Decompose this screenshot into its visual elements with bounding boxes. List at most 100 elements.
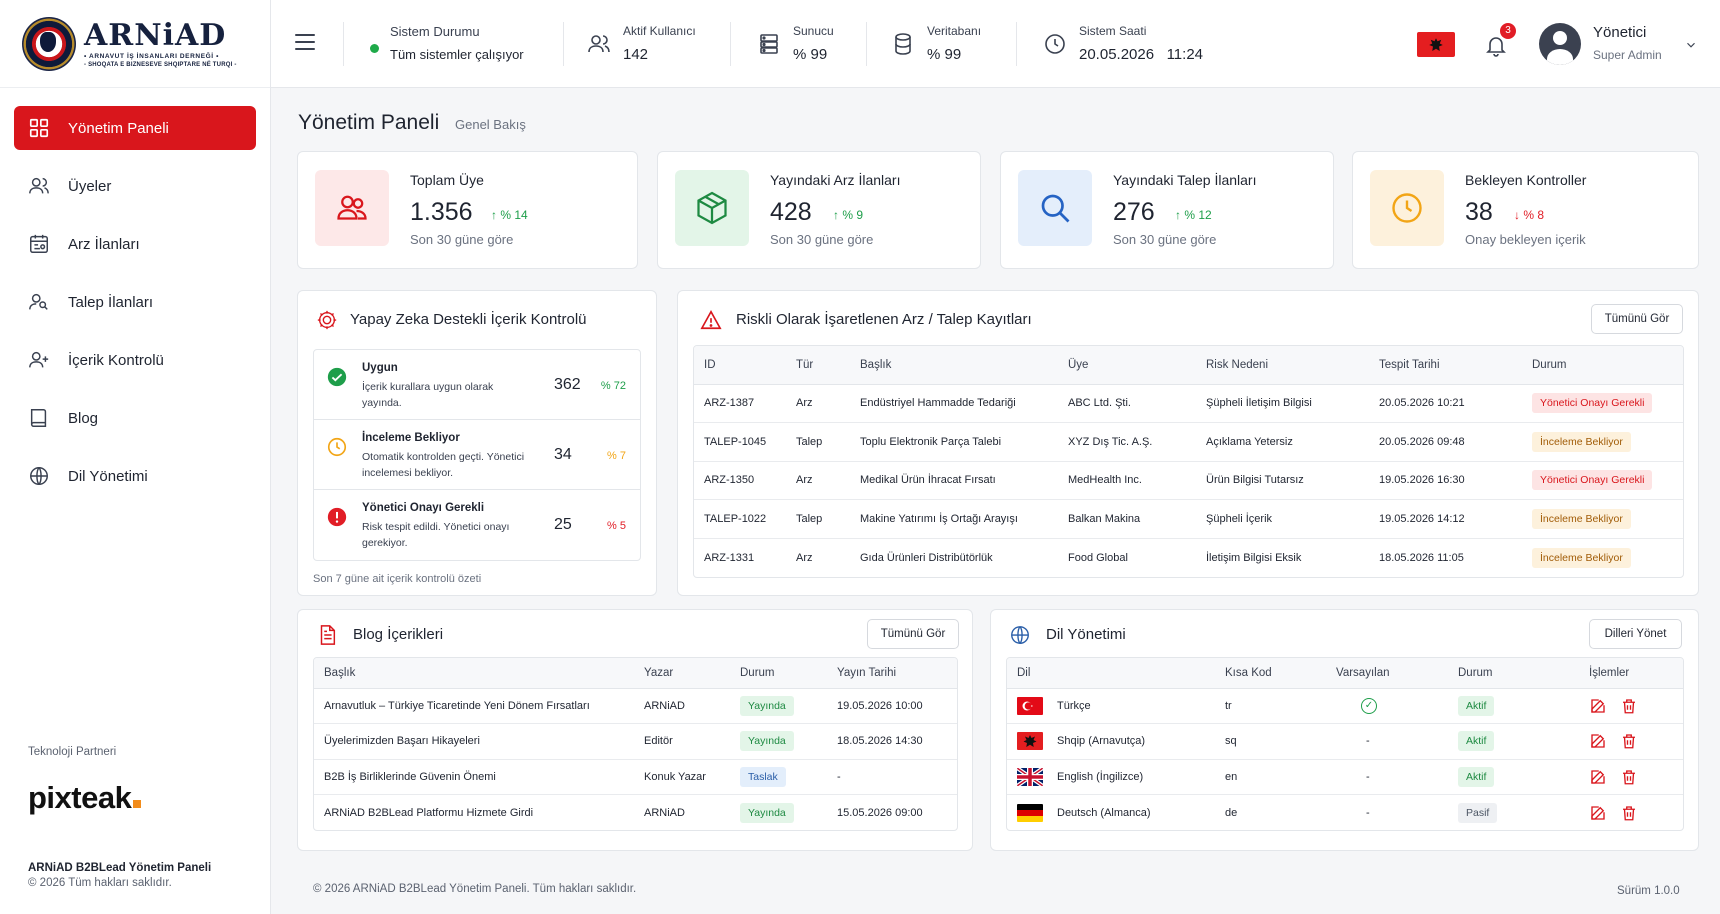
cell-title: Toplu Elektronik Parça Talebi xyxy=(850,422,1058,462)
language-panel: Dil Yönetimi Dilleri Yönet Dil Kısa Kod … xyxy=(990,609,1699,851)
edit-icon[interactable] xyxy=(1589,732,1607,750)
table-row[interactable]: ARNiAD B2BLead Platformu Hizmete Girdi A… xyxy=(314,795,957,831)
kpi-value: 428 xyxy=(770,198,812,226)
trash-icon[interactable] xyxy=(1620,804,1638,822)
table-row[interactable]: English (İngilizce) en - Aktif xyxy=(1007,759,1683,795)
table-row[interactable]: Arnavutluk – Türkiye Ticaretinde Yeni Dö… xyxy=(314,688,957,724)
kpi-delta: ↑ % 9 xyxy=(833,208,864,222)
sidebar-item-offers[interactable]: Arz İlanları xyxy=(14,222,256,266)
kpi-value: 1.356 xyxy=(410,198,473,226)
sidebar-item-label: Dil Yönetimi xyxy=(68,467,148,485)
cell-code: de xyxy=(1225,806,1238,819)
risky-records-table: ID Tür Başlık Üye Risk Nedeni Tespit Tar… xyxy=(693,345,1684,578)
partner-logo[interactable]: pixteak xyxy=(28,780,142,816)
kpi-delta: ↑ % 12 xyxy=(1175,208,1212,222)
cell-type: Talep xyxy=(786,422,850,462)
search-user-icon xyxy=(28,291,50,313)
database-icon xyxy=(895,33,911,55)
sidebar-item-requests[interactable]: Talep İlanları xyxy=(14,280,256,324)
status-badge: Aktif xyxy=(1458,695,1495,716)
cell-member: Food Global xyxy=(1068,551,1128,564)
ai-row-value: 362 xyxy=(554,376,581,393)
kpi-card-pending-checks[interactable]: Bekleyen Kontroller 38 ↓ % 8 Onay bekley… xyxy=(1352,151,1699,269)
cell-detected-at: 20.05.2026 10:21 xyxy=(1369,384,1522,423)
edit-icon[interactable] xyxy=(1589,697,1607,715)
cell-title: Makine Yatırımı İş Ortağı Arayışı xyxy=(850,499,1058,539)
user-role: Super Admin xyxy=(1593,48,1662,62)
trash-icon[interactable] xyxy=(1620,697,1638,715)
document-icon xyxy=(320,625,336,645)
cell-member: ABC Ltd. Şti. xyxy=(1058,384,1196,423)
view-all-button[interactable]: Tümünü Gör xyxy=(1591,304,1683,334)
edit-icon[interactable] xyxy=(1589,768,1607,786)
edit-icon[interactable] xyxy=(1589,804,1607,822)
list-item[interactable]: İnceleme Bekliyor Otomatik kontrolden ge… xyxy=(314,420,640,490)
alert-circle-icon xyxy=(327,507,347,527)
flag-uk-icon xyxy=(1017,767,1043,786)
sidebar-footer: ARNiAD B2BLead Yönetim Paneli © 2026 Tüm… xyxy=(28,862,211,889)
search-icon xyxy=(1018,170,1092,246)
language-flag-albania-icon[interactable] xyxy=(1417,32,1455,57)
table-row[interactable]: Deutsch (Almanca) de - Pasif xyxy=(1007,795,1683,831)
table-row[interactable]: ARZ-1387 Arz Endüstriyel Hammadde Tedari… xyxy=(694,384,1683,423)
sidebar-item-blog[interactable]: Blog xyxy=(14,396,256,440)
kpi-card-total-members[interactable]: Toplam Üye 1.356 ↑ % 14 Son 30 güne göre xyxy=(297,151,638,269)
list-item[interactable]: Uygun İçerik kurallara uygun olarak yayı… xyxy=(314,350,640,420)
status-badge: İnceleme Bekliyor xyxy=(1532,508,1631,529)
cell-type: Talep xyxy=(786,499,850,539)
sidebar-item-label: Yönetim Paneli xyxy=(68,119,169,137)
cell-member: XYZ Dış Tic. A.Ş. xyxy=(1058,422,1196,462)
column-header: Tür xyxy=(786,346,850,385)
sidebar-item-members[interactable]: Üyeler xyxy=(14,164,256,208)
cell-publish-date: 18.05.2026 14:30 xyxy=(827,723,957,760)
sidebar-item-dashboard[interactable]: Yönetim Paneli xyxy=(14,106,256,150)
sidebar-item-languages[interactable]: Dil Yönetimi xyxy=(14,454,256,498)
manage-languages-button[interactable]: Dilleri Yönet xyxy=(1589,619,1682,649)
status-badge: İnceleme Bekliyor xyxy=(1532,547,1631,568)
column-header: Varsayılan xyxy=(1326,658,1448,689)
cell-member: Balkan Makina xyxy=(1058,499,1196,539)
clock-icon xyxy=(1045,34,1065,54)
ai-row-percent: % 7 xyxy=(607,450,626,462)
cell-title: Arnavutluk – Türkiye Ticaretinde Yeni Dö… xyxy=(314,688,634,724)
table-row[interactable]: Shqip (Arnavutça) sq - Aktif xyxy=(1007,723,1683,760)
cell-title: Endüstriyel Hammadde Tedariği xyxy=(850,384,1058,423)
page-title: Yönetim Paneli xyxy=(298,111,440,134)
cell-type: Arz xyxy=(786,461,850,500)
blog-panel-title: Blog İçerikleri xyxy=(353,626,444,643)
column-header: Dil xyxy=(1007,658,1215,689)
language-name: Shqip (Arnavutça) xyxy=(1057,735,1146,748)
cell-title: Medikal Ürün İhracat Fırsatı xyxy=(850,461,1058,500)
header-divider xyxy=(866,22,867,66)
cell-default: - xyxy=(1326,723,1448,760)
ai-panel-footnote: Son 7 güne ait içerik kontrolü özeti xyxy=(313,573,482,585)
status-badge: Yönetici Onayı Gerekli xyxy=(1532,393,1653,414)
table-row[interactable]: TALEP-1022 Talep Makine Yatırımı İş Orta… xyxy=(694,499,1683,539)
header-divider xyxy=(563,22,564,66)
brand-logo[interactable]: ARNiAD • ARNAVUT İŞ İNSANLARI DERNEĞİ • … xyxy=(0,0,270,88)
table-row[interactable]: B2B İş Birliklerinde Güvenin Önemi Konuk… xyxy=(314,759,957,795)
list-item[interactable]: Yönetici Onayı Gerekli Risk tespit edild… xyxy=(314,490,640,560)
table-row[interactable]: Üyelerimizden Başarı Hikayeleri Editör Y… xyxy=(314,723,957,760)
cell-publish-date: - xyxy=(827,759,957,795)
cell-default: - xyxy=(1326,759,1448,795)
chevron-down-icon[interactable] xyxy=(1684,38,1698,52)
kpi-card-requests[interactable]: Yayındaki Talep İlanları 276 ↑ % 12 Son … xyxy=(1000,151,1334,269)
sidebar-item-content-control[interactable]: İçerik Kontrolü xyxy=(14,338,256,382)
kpi-card-offers[interactable]: Yayındaki Arz İlanları 428 ↑ % 9 Son 30 … xyxy=(657,151,981,269)
page-subtitle: Genel Bakış xyxy=(455,117,526,132)
table-row[interactable]: ARZ-1331 Arz Gıda Ürünleri Distribütörlü… xyxy=(694,538,1683,577)
cell-id: ARZ-1350 xyxy=(694,461,786,500)
table-row[interactable]: ARZ-1350 Arz Medikal Ürün İhracat Fırsat… xyxy=(694,461,1683,500)
database-value: % 99 xyxy=(927,46,962,63)
trash-icon[interactable] xyxy=(1620,732,1638,750)
table-row[interactable]: Türkçe tr ✓ Aktif xyxy=(1007,688,1683,724)
menu-toggle-icon[interactable] xyxy=(295,34,315,50)
trash-icon[interactable] xyxy=(1620,768,1638,786)
bell-icon[interactable] xyxy=(1484,32,1508,58)
view-all-button[interactable]: Tümünü Gör xyxy=(867,619,959,649)
user-name[interactable]: Yönetici xyxy=(1593,24,1647,41)
table-row[interactable]: TALEP-1045 Talep Toplu Elektronik Parça … xyxy=(694,422,1683,462)
server-value: % 99 xyxy=(793,46,828,63)
avatar[interactable] xyxy=(1539,23,1581,65)
